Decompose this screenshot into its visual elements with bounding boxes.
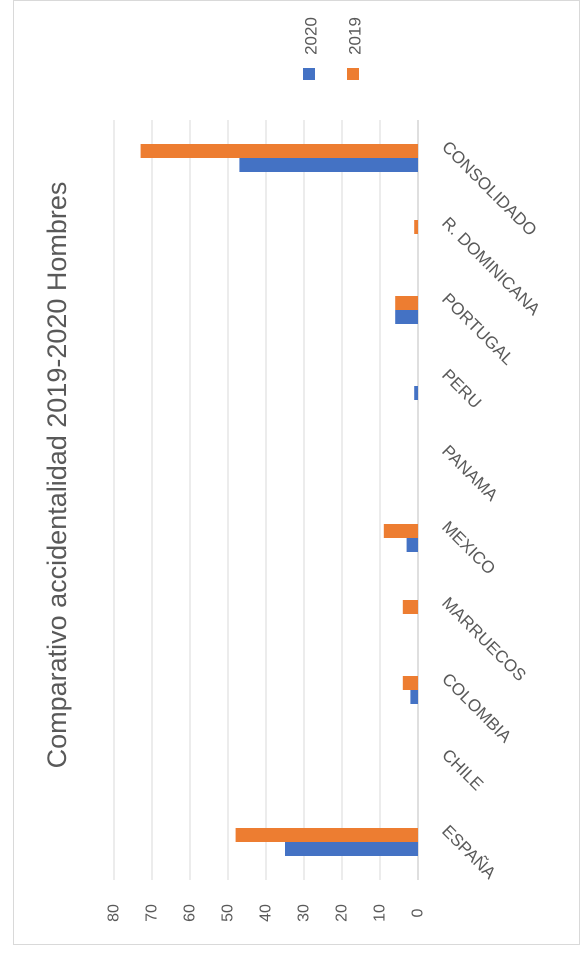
- value-tick-label: 70: [144, 904, 161, 922]
- bar-2020-mexico: [406, 538, 418, 552]
- bar-2019-espa-a: [235, 828, 418, 842]
- bar-2020-peru: [414, 386, 418, 400]
- category-label: ESPAÑA: [438, 821, 500, 883]
- bar-2019-portugal: [395, 296, 418, 310]
- legend-swatch-2019: [347, 68, 359, 80]
- value-tick-label: 50: [220, 904, 237, 922]
- chart-title: Comparativo accidentalidad 2019-2020 Hom…: [42, 182, 72, 769]
- bar-2020-espa-a: [285, 842, 418, 856]
- legend-swatch-2020: [303, 68, 315, 80]
- value-tick-label: 20: [334, 904, 351, 922]
- category-label: PANAMA: [438, 441, 502, 505]
- category-label: CHILE: [438, 745, 487, 794]
- value-tick-label: 30: [296, 904, 313, 922]
- bar-2019-marruecos: [402, 600, 418, 614]
- bar-2019-mexico: [383, 524, 418, 538]
- category-label: PERU: [438, 365, 485, 412]
- value-tick-label: 40: [258, 904, 275, 922]
- category-label: PORTUGAL: [438, 289, 517, 368]
- bar-2019-consolidado: [140, 144, 418, 158]
- bar-2019-r-dominicana: [414, 220, 418, 234]
- category-label: COLOMBIA: [438, 669, 515, 746]
- value-tick-label: 0: [410, 908, 427, 917]
- value-tick-label: 60: [182, 904, 199, 922]
- bar-2020-colombia: [410, 690, 418, 704]
- value-tick-label: 80: [106, 904, 123, 922]
- bar-2020-consolidado: [239, 158, 418, 172]
- legend-label: 2019: [346, 17, 365, 55]
- bar-2019-colombia: [402, 676, 418, 690]
- category-label: MEXICO: [438, 517, 499, 578]
- bar-2020-portugal: [395, 310, 418, 324]
- value-tick-label: 10: [372, 904, 389, 922]
- legend-label: 2020: [302, 17, 321, 55]
